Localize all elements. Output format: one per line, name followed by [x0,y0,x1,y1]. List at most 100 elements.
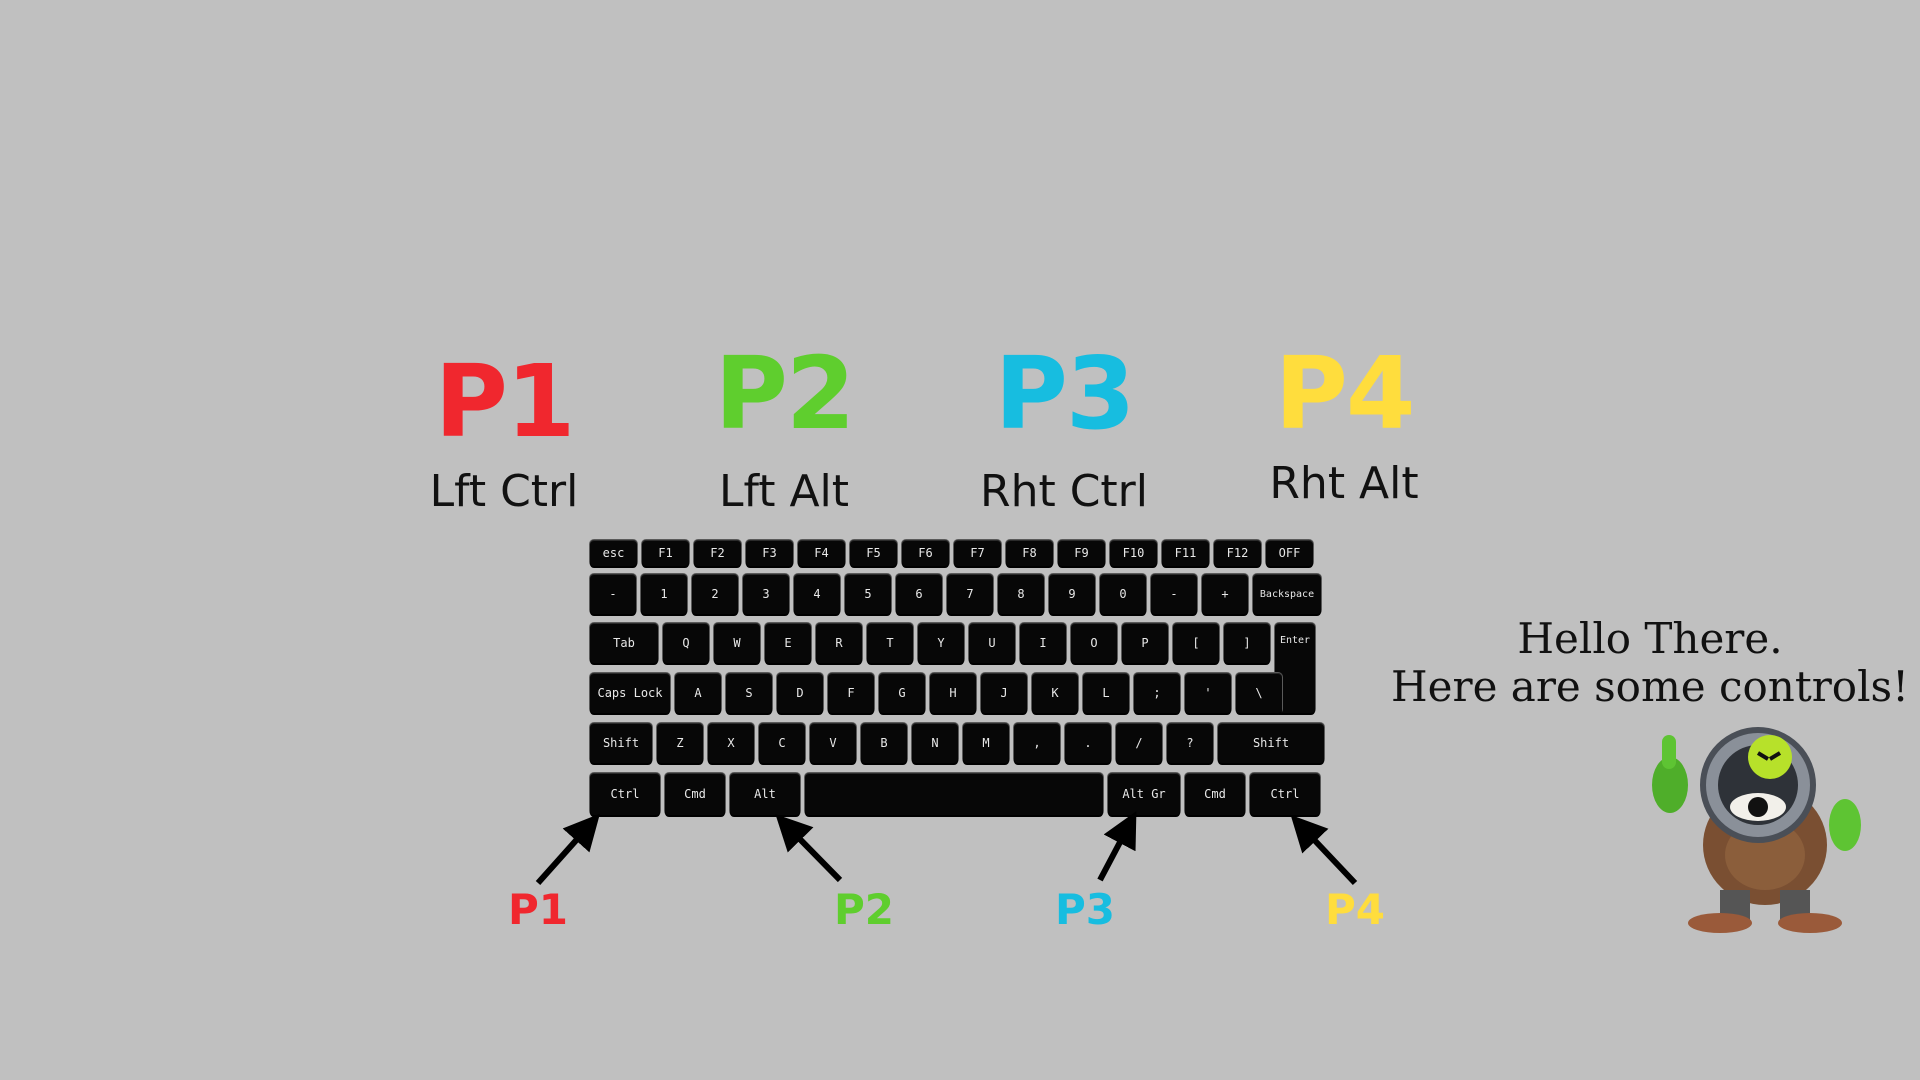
key-z[interactable]: Z [657,723,703,763]
player-1-control: Lft Ctrl [429,466,579,517]
arrow-label-p2: P2 [833,885,894,934]
key-shift[interactable]: Shift [590,723,652,763]
key-q[interactable]: Q [663,623,709,663]
key-symbol[interactable]: ; [1134,673,1180,713]
key-f11[interactable]: F11 [1162,540,1209,566]
key-k[interactable]: K [1032,673,1078,713]
key-symbol[interactable]: - [590,574,636,614]
key-3[interactable]: 3 [743,574,789,614]
key-a[interactable]: A [675,673,721,713]
key-s[interactable]: S [726,673,772,713]
key-o[interactable]: O [1071,623,1117,663]
key-v[interactable]: V [810,723,856,763]
key-symbol[interactable]: [ [1173,623,1219,663]
key-cmd[interactable]: Cmd [1185,773,1245,815]
key-symbol[interactable]: , [1014,723,1060,763]
player-2-control: Lft Alt [718,466,850,517]
key-i[interactable]: I [1020,623,1066,663]
key-tab[interactable]: Tab [590,623,658,663]
key-l[interactable]: L [1083,673,1129,713]
key-x[interactable]: X [708,723,754,763]
arrow-label-p4: P4 [1324,885,1385,934]
key-space[interactable] [805,773,1103,815]
greeting-line-2: Here are some controls! [1391,662,1909,711]
key-y[interactable]: Y [918,623,964,663]
key-7[interactable]: 7 [947,574,993,614]
key-u[interactable]: U [969,623,1015,663]
key-t[interactable]: T [867,623,913,663]
key-ctrl[interactable]: Ctrl [590,773,660,815]
key-g[interactable]: G [879,673,925,713]
key-ctrl[interactable]: Ctrl [1250,773,1320,815]
player-2-header: P2 Lft Alt [654,335,914,518]
key-n[interactable]: N [912,723,958,763]
key-4[interactable]: 4 [794,574,840,614]
robot-mascot-icon [1652,727,1861,933]
key-8[interactable]: 8 [998,574,1044,614]
key-b[interactable]: B [861,723,907,763]
player-2-id: P2 [714,335,856,452]
key-f1[interactable]: F1 [642,540,689,566]
key-caps-lock[interactable]: Caps Lock [590,673,670,713]
key-c[interactable]: C [759,723,805,763]
key-f[interactable]: F [828,673,874,713]
arrow-label-p1: P1 [507,885,568,934]
key-0[interactable]: 0 [1100,574,1146,614]
arrow-p1 [535,813,600,885]
key-d[interactable]: D [777,673,823,713]
key-f2[interactable]: F2 [694,540,741,566]
greeting-line-1: Hello There. [1517,614,1783,663]
key-e[interactable]: E [765,623,811,663]
key-alt-gr[interactable]: Alt Gr [1108,773,1180,815]
player-4-control: Rht Alt [1269,458,1419,509]
key-h[interactable]: H [930,673,976,713]
key-f7[interactable]: F7 [954,540,1001,566]
key-f10[interactable]: F10 [1110,540,1157,566]
key-shift[interactable]: Shift [1218,723,1324,763]
key-f12[interactable]: F12 [1214,540,1261,566]
keyboard: esc F1 F2 F3 F4 F5 F6 F7 F8 F9 F10 F11 F12 OFF -1 2 3 4 5 6… [590,536,1325,818]
key-symbol[interactable]: / [1116,723,1162,763]
arrow-p3 [1097,811,1137,882]
arrow-p2 [775,814,843,883]
key-backspace[interactable]: Backspace [1253,574,1321,614]
key-symbol[interactable]: ? [1167,723,1213,763]
player-1-header: P1 Lft Ctrl [374,343,634,518]
key-j[interactable]: J [981,673,1027,713]
key-1[interactable]: 1 [641,574,687,614]
key-f3[interactable]: F3 [746,540,793,566]
key-6[interactable]: 6 [896,574,942,614]
key-2[interactable]: 2 [692,574,738,614]
key-symbol[interactable]: \ [1236,673,1282,713]
player-4-header: P4 Rht Alt [1214,335,1474,510]
player-1-id: P1 [434,343,576,460]
arrow-label-p3: P3 [1054,885,1115,934]
player-3-header: P3 Rht Ctrl [934,335,1194,518]
key-f4[interactable]: F4 [798,540,845,566]
key-symbol[interactable]: ] [1224,623,1270,663]
key-9[interactable]: 9 [1049,574,1095,614]
key-off[interactable]: OFF [1266,540,1313,566]
key-symbol[interactable]: ' [1185,673,1231,713]
key-f5[interactable]: F5 [850,540,897,566]
key-f8[interactable]: F8 [1006,540,1053,566]
player-3-control: Rht Ctrl [980,466,1148,517]
arrow-p4 [1290,814,1358,886]
key-symbol[interactable]: - [1151,574,1197,614]
player-3-id: P3 [994,335,1136,452]
key-cmd[interactable]: Cmd [665,773,725,815]
key-w[interactable]: W [714,623,760,663]
key-p[interactable]: P [1122,623,1168,663]
key-f9[interactable]: F9 [1058,540,1105,566]
key-r[interactable]: R [816,623,862,663]
key-symbol[interactable]: . [1065,723,1111,763]
key-esc[interactable]: esc [590,540,637,566]
player-4-id: P4 [1274,335,1416,452]
greeting: Hello There. Here are some controls! [1370,615,1920,711]
key-5[interactable]: 5 [845,574,891,614]
key-f6[interactable]: F6 [902,540,949,566]
key-m[interactable]: M [963,723,1009,763]
key-alt[interactable]: Alt [730,773,800,815]
key-symbol[interactable]: + [1202,574,1248,614]
